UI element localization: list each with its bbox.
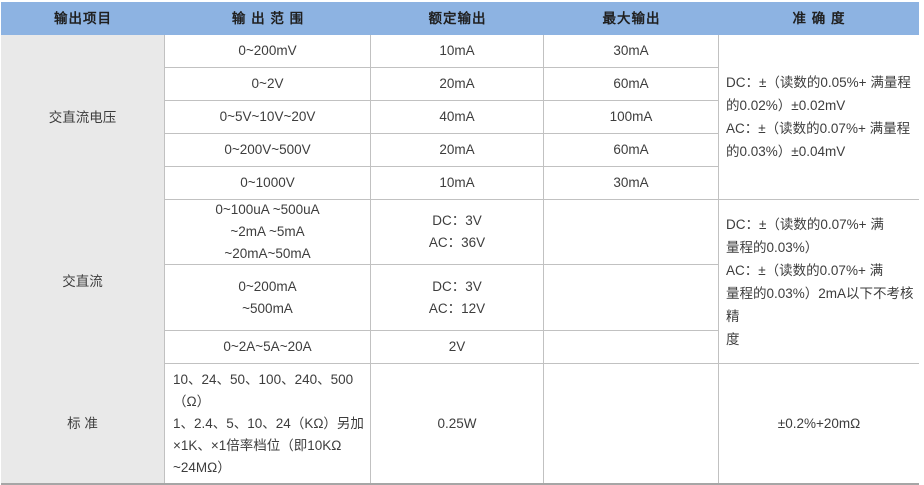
cell-range: 0~100uA ~500uA ~2mA ~5mA ~20mA~50mA (165, 200, 371, 265)
column-header-accuracy: 准 确 度 (719, 2, 919, 35)
cell-max: 60mA (544, 68, 719, 101)
cell-max: 30mA (544, 167, 719, 200)
cell-range: 0~200V~500V (165, 134, 371, 167)
column-header-max-output: 最大输出 (544, 2, 719, 35)
cell-rated: 20mA (371, 134, 544, 167)
cell-max: 30mA (544, 35, 719, 68)
section-label-standard: 标 准 (1, 364, 165, 483)
cell-rated: 20mA (371, 68, 544, 101)
accuracy-cell-current: DC：±（读数的0.07%+ 满 量程的0.03%） AC：±（读数的0.07%… (719, 200, 919, 364)
cell-rated: DC：3V AC：36V (371, 200, 544, 265)
column-header-output-item: 输出项目 (1, 2, 165, 35)
cell-max: 60mA (544, 134, 719, 167)
cell-range: 0~5V~10V~20V (165, 101, 371, 134)
cell-rated: DC：3V AC：12V (371, 265, 544, 331)
cell-max: 100mA (544, 101, 719, 134)
cell-max (544, 331, 719, 364)
column-header-output-range: 输 出 范 围 (165, 2, 371, 35)
cell-rated: 10mA (371, 167, 544, 200)
cell-rated: 0.25W (371, 364, 544, 483)
section-label-acdc-voltage: 交直流电压 (1, 35, 165, 200)
cell-range: 10、24、50、100、240、500 （Ω） 1、2.4、5、10、24（K… (165, 364, 371, 483)
cell-max (544, 364, 719, 483)
cell-rated: 2V (371, 331, 544, 364)
accuracy-cell-standard: ±0.2%+20mΩ (777, 415, 861, 431)
cell-max (544, 265, 719, 331)
cell-max (544, 200, 719, 265)
cell-range: 0~200mA ~500mA (165, 265, 371, 331)
column-header-rated-output: 额定输出 (371, 2, 544, 35)
cell-range: 0~200mV (165, 35, 371, 68)
cell-range: 0~2V (165, 68, 371, 101)
cell-range: 0~2A~5A~20A (165, 331, 371, 364)
cell-rated: 40mA (371, 101, 544, 134)
accuracy-cell-voltage: DC：±（读数的0.05%+ 满量程 的0.02%）±0.02mV AC：±（读… (719, 35, 919, 200)
cell-range: 0~1000V (165, 167, 371, 200)
cell-rated: 10mA (371, 35, 544, 68)
section-label-acdc-current: 交直流 (1, 200, 165, 364)
